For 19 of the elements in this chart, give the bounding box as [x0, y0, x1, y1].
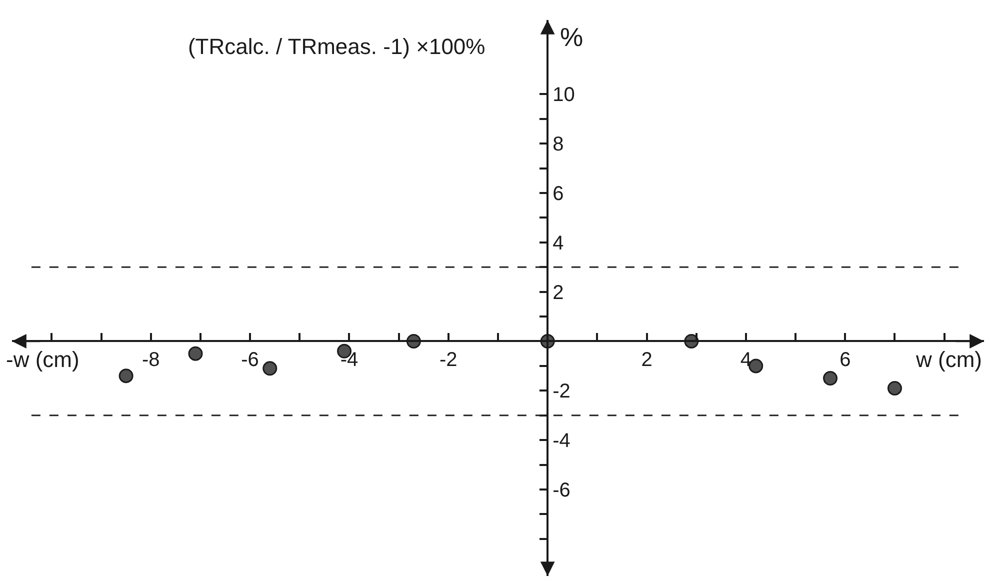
y-tick-label: -2: [552, 380, 570, 403]
y-tick-label: 4: [552, 232, 564, 254]
y-tick-label: -6: [552, 480, 570, 502]
x-tick-label: -2: [440, 349, 458, 372]
x-tick-label: 6: [840, 349, 851, 372]
x-tick-label: -6: [241, 349, 259, 372]
y-tick-label: 6: [552, 182, 564, 205]
x-tick-label: 4: [740, 349, 752, 372]
x-tick-label: 2: [641, 349, 652, 372]
y-tick-label: -4: [552, 430, 570, 452]
x-tick-label: -4: [340, 349, 358, 372]
y-tick-label: 2: [552, 282, 564, 304]
y-tick-label: 8: [552, 134, 564, 156]
x-tick-label: -8: [142, 349, 160, 372]
y-tick-label: 10: [552, 84, 575, 106]
text: (TRcalc. / TRmeas. -1) ×100%: [188, 34, 486, 60]
y-axis-title: %: [560, 22, 584, 52]
x-axis-title: w (cm): [915, 347, 982, 372]
annotation: -w (cm): [6, 347, 80, 372]
